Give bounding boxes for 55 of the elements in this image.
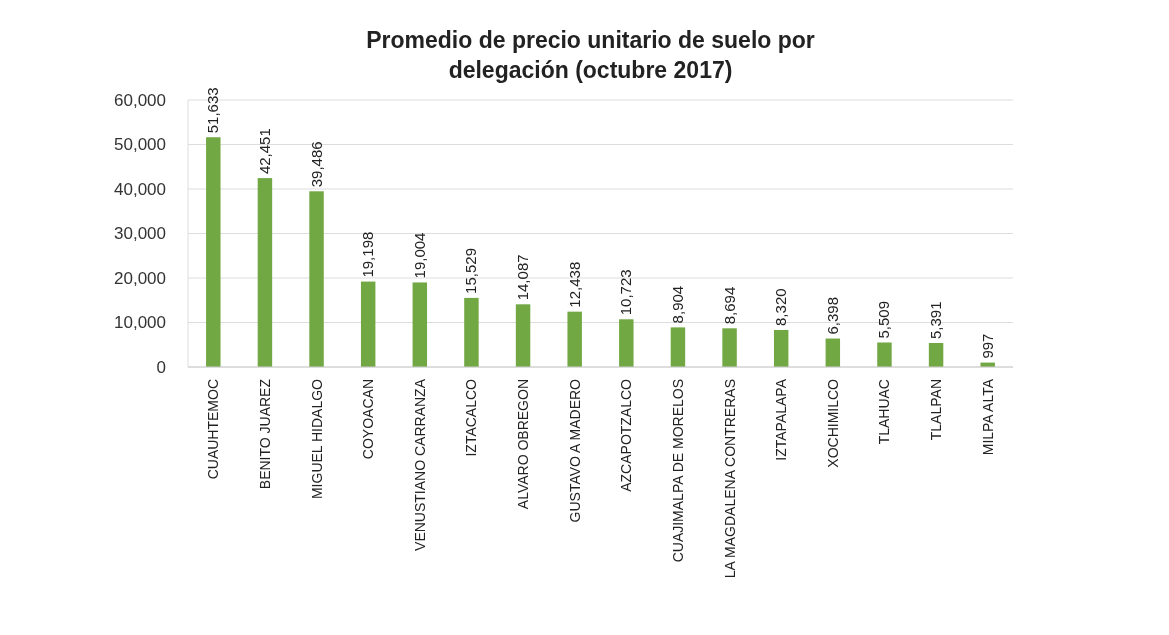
bar: [619, 319, 634, 367]
x-tick-label: MILPA ALTA: [979, 378, 996, 456]
x-tick-label: BENITO JUAREZ: [256, 378, 273, 490]
data-label: 51,633: [204, 87, 222, 134]
data-label: 19,004: [410, 232, 428, 279]
bar: [360, 281, 376, 367]
x-tick-label: COYOACAN: [360, 379, 377, 460]
data-label: 8,320: [772, 288, 790, 326]
bar: [309, 191, 324, 367]
data-label: 12,438: [565, 261, 583, 308]
data-label: 5,391: [927, 301, 945, 340]
bar: [257, 178, 273, 367]
data-label: 42,451: [255, 128, 273, 175]
x-tick-label: AZCAPOTZALCO: [618, 378, 635, 492]
bar: [206, 137, 221, 367]
data-label: 8,904: [668, 285, 686, 324]
x-tick-label: MIGUEL HIDALGO: [308, 378, 325, 500]
x-tick-label: ALVARO OBREGON: [515, 379, 532, 510]
data-label: 997: [978, 333, 996, 359]
data-label: 6,398: [823, 296, 841, 335]
y-tick-label: 40,000: [114, 179, 166, 199]
bar: [670, 327, 686, 367]
data-label: 39,486: [307, 141, 325, 188]
y-tick-label: 0: [156, 357, 166, 377]
chart-title: Promedio de precio unitario de suelo por delegación (octubre 2017): [366, 27, 815, 83]
x-tick-label: CUAUHTEMOC: [205, 379, 222, 480]
x-tick-label: IZTACALCO: [463, 378, 480, 457]
data-label: 10,723: [617, 269, 635, 316]
bar: [928, 343, 944, 367]
y-tick-label: 30,000: [114, 224, 166, 244]
x-tick-label: CUAJIMALPA DE MORELOS: [669, 379, 686, 563]
data-label: 14,087: [514, 254, 532, 301]
bar: [515, 304, 531, 367]
bar: [825, 338, 841, 367]
x-tick-label: LA MAGDALENA CONTRERAS: [721, 379, 738, 579]
bar: [464, 297, 479, 367]
data-label: 5,509: [875, 300, 893, 339]
data-label: 15,529: [462, 248, 480, 294]
x-tick-label: IZTAPALAPA: [773, 378, 790, 461]
data-label: 19,198: [359, 231, 377, 278]
bar: [412, 282, 428, 367]
x-tick-label: TLAHUAC: [876, 379, 893, 445]
data-label: 8,694: [720, 286, 738, 325]
bar: [722, 328, 737, 367]
x-tick-label: TLALPAN: [928, 379, 945, 441]
y-tick-label: 20,000: [114, 268, 166, 288]
bar: [773, 329, 789, 367]
y-tick-label: 10,000: [114, 313, 166, 333]
x-tick-label: VENUSTIANO CARRANZA: [411, 378, 428, 551]
y-tick-label: 50,000: [114, 135, 166, 155]
x-tick-label: GUSTAVO A MADERO: [566, 378, 583, 523]
bar: [567, 311, 582, 367]
y-tick-label: 60,000: [114, 90, 166, 110]
x-tick-label: XOCHIMILCO: [824, 378, 841, 468]
bar: [877, 342, 892, 367]
